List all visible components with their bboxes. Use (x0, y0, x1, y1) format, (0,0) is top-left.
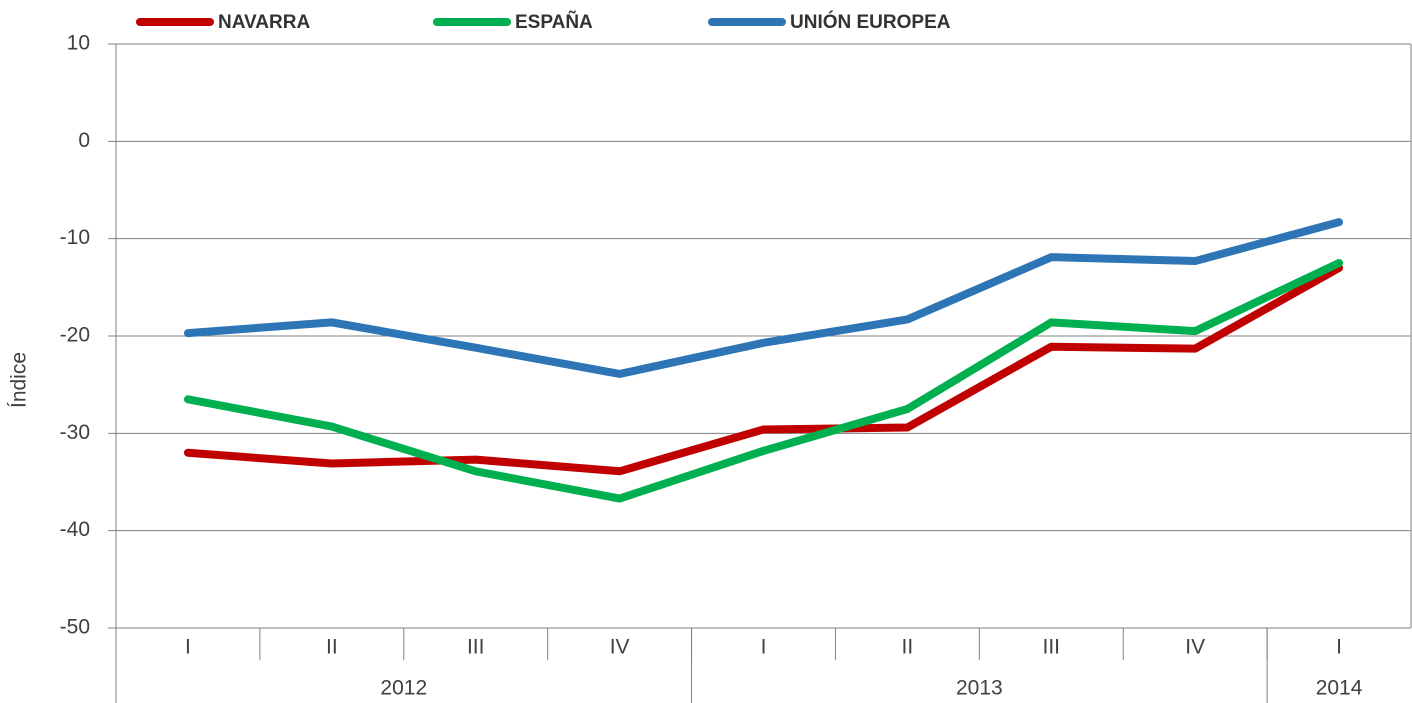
y-axis-label: Índice (8, 352, 31, 408)
chart: Índice -50-40-30-20-10010IIIIIIIVIIIIIII… (0, 0, 1412, 703)
x-tick-label: III (1043, 636, 1061, 659)
series-line (188, 268, 1339, 471)
x-tick-label: II (326, 636, 338, 659)
x-group-label: 2012 (380, 677, 427, 700)
legend-text: NAVARRA (218, 12, 310, 33)
legend-text: ESPAÑA (515, 11, 593, 33)
y-tick-label: 0 (78, 129, 90, 152)
x-group-label: 2013 (956, 677, 1003, 700)
x-tick-label: IV (1185, 636, 1205, 659)
legend-text: UNIÓN EUROPEA (790, 11, 951, 33)
y-tick-label: -50 (60, 616, 90, 639)
x-tick-label: I (185, 636, 191, 659)
y-tick-label: -30 (60, 421, 90, 444)
x-group-label: 2014 (1316, 677, 1363, 700)
x-tick-label: IV (610, 636, 630, 659)
y-tick-label: -10 (60, 226, 90, 249)
x-tick-label: I (761, 636, 767, 659)
x-tick-label: II (902, 636, 914, 659)
y-tick-label: -40 (60, 518, 90, 541)
x-tick-label: III (467, 636, 485, 659)
y-tick-label: 10 (67, 32, 90, 55)
y-tick-label: -20 (60, 324, 90, 347)
x-tick-label: I (1336, 636, 1342, 659)
